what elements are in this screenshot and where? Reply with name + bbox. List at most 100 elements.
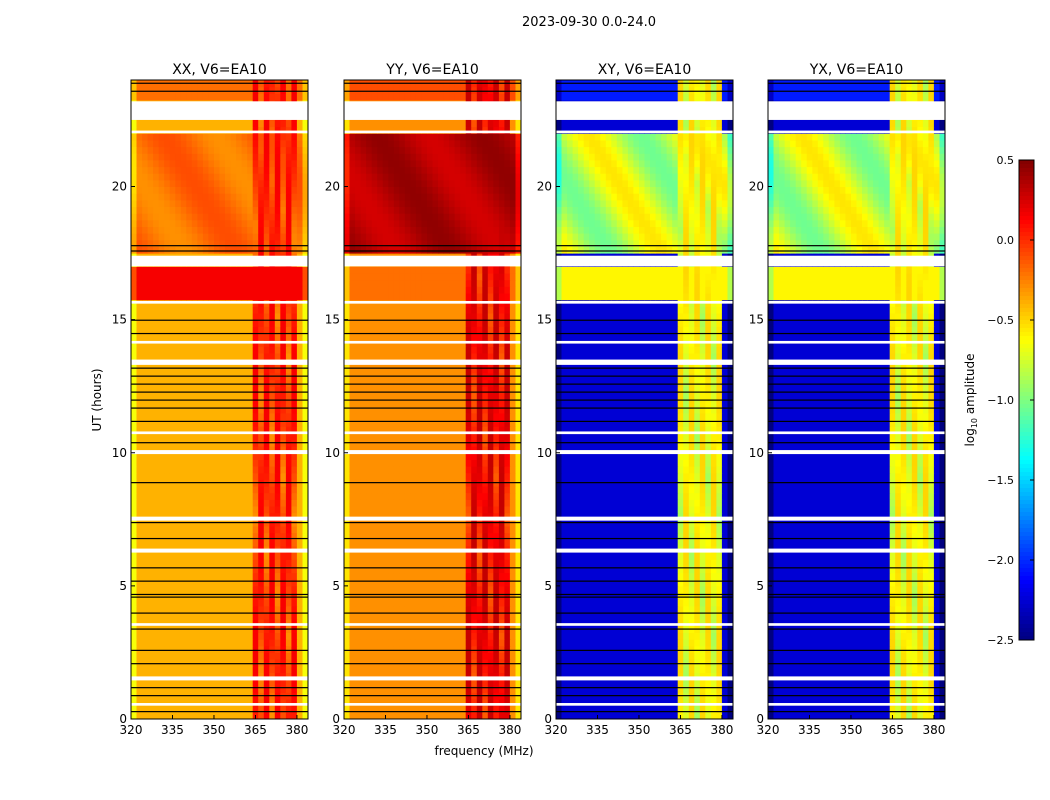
heatmap-cell bbox=[432, 612, 439, 620]
heatmap-cell bbox=[202, 472, 209, 480]
heatmap-cell bbox=[285, 426, 292, 434]
heatmap-cell bbox=[175, 293, 182, 301]
heatmap-cell bbox=[241, 239, 248, 247]
heatmap-cell bbox=[153, 306, 160, 314]
heatmap-cell bbox=[142, 193, 149, 201]
heatmap-cell bbox=[214, 585, 220, 594]
heatmap-cell bbox=[504, 652, 511, 660]
heatmap-cell bbox=[302, 179, 309, 187]
heatmap-cell bbox=[247, 239, 254, 247]
heatmap-cell bbox=[274, 466, 281, 474]
heatmap-cell bbox=[208, 699, 215, 707]
heatmap-cell bbox=[302, 126, 309, 134]
heatmap-cell bbox=[443, 592, 450, 600]
heatmap-cell bbox=[225, 605, 231, 613]
heatmap-cell bbox=[236, 492, 243, 500]
heatmap-cell bbox=[214, 133, 220, 141]
heatmap-cell bbox=[269, 419, 276, 427]
heatmap-cell bbox=[482, 679, 489, 687]
heatmap-cell bbox=[147, 526, 154, 534]
heatmap-cell bbox=[366, 565, 373, 574]
heatmap-cell bbox=[393, 432, 400, 440]
heatmap-cell bbox=[136, 672, 143, 680]
heatmap-cell bbox=[388, 506, 395, 514]
heatmap-cell bbox=[147, 685, 154, 693]
heatmap-cell bbox=[191, 605, 198, 613]
heatmap-cell bbox=[225, 386, 231, 394]
heatmap-cell bbox=[175, 512, 182, 520]
heatmap-cell bbox=[476, 446, 483, 454]
heatmap-cell bbox=[269, 685, 276, 693]
heatmap-cell bbox=[360, 392, 367, 400]
heatmap-cell bbox=[208, 119, 215, 128]
heatmap-cell bbox=[247, 619, 254, 627]
heatmap-cell bbox=[302, 466, 309, 474]
heatmap-cell bbox=[410, 659, 417, 667]
heatmap-cell bbox=[382, 412, 389, 420]
heatmap-cell bbox=[421, 472, 428, 480]
heatmap-cell bbox=[366, 486, 373, 494]
heatmap-cell bbox=[191, 426, 198, 434]
heatmap-cell bbox=[191, 552, 198, 560]
heatmap-cell bbox=[460, 639, 467, 647]
heatmap-cell bbox=[208, 559, 215, 567]
heatmap-cell bbox=[432, 419, 439, 427]
heatmap-cell bbox=[219, 159, 226, 168]
heatmap-cell bbox=[487, 585, 494, 594]
heatmap-cell bbox=[164, 379, 171, 387]
heatmap-cell bbox=[404, 712, 411, 720]
heatmap-cell bbox=[493, 526, 500, 534]
heatmap-cell bbox=[247, 213, 254, 221]
heatmap-cell bbox=[449, 639, 456, 647]
heatmap-cell bbox=[471, 412, 478, 420]
heatmap-cell bbox=[421, 619, 428, 627]
heatmap-cell bbox=[285, 499, 292, 507]
heatmap-cell bbox=[274, 139, 281, 148]
heatmap-cell bbox=[349, 446, 356, 454]
heatmap-cell bbox=[291, 446, 298, 454]
heatmap-cell bbox=[208, 193, 215, 201]
heatmap-cell bbox=[269, 492, 276, 500]
heatmap-cell bbox=[236, 173, 243, 181]
heatmap-cell bbox=[504, 492, 511, 500]
heatmap-cell bbox=[449, 406, 456, 414]
heatmap-cell bbox=[471, 619, 478, 627]
heatmap-cell bbox=[410, 392, 417, 400]
heatmap-cell bbox=[236, 193, 243, 201]
heatmap-cell bbox=[493, 539, 500, 547]
heatmap-cell bbox=[252, 166, 259, 174]
heatmap-cell bbox=[269, 352, 276, 361]
heatmap-cell bbox=[175, 279, 182, 287]
heatmap-cell bbox=[142, 492, 149, 500]
heatmap-cell bbox=[186, 392, 193, 400]
heatmap-cell bbox=[186, 406, 193, 414]
heatmap-cell bbox=[236, 605, 243, 613]
heatmap-cell bbox=[164, 352, 171, 361]
heatmap-cell bbox=[285, 406, 292, 414]
heatmap-cell bbox=[349, 679, 356, 687]
heatmap-cell bbox=[443, 386, 450, 394]
heatmap-cell bbox=[175, 432, 182, 440]
heatmap-cell bbox=[460, 685, 467, 693]
heatmap-cell bbox=[296, 219, 303, 227]
heatmap-cell bbox=[427, 459, 433, 467]
heatmap-cell bbox=[208, 159, 215, 168]
heatmap-cell bbox=[147, 226, 154, 234]
heatmap-cell bbox=[208, 406, 215, 414]
heatmap-cell bbox=[236, 386, 243, 394]
heatmap-cell bbox=[280, 366, 287, 374]
heatmap-cell bbox=[158, 672, 165, 680]
heatmap-cell bbox=[236, 159, 243, 168]
flagged-band-white bbox=[131, 130, 308, 134]
heatmap-cell bbox=[197, 492, 204, 500]
heatmap-cell bbox=[258, 645, 265, 653]
heatmap-cell bbox=[147, 506, 154, 514]
heatmap-cell bbox=[175, 266, 182, 274]
heatmap-cell bbox=[285, 266, 292, 274]
heatmap-cell bbox=[404, 639, 411, 647]
heatmap-cell bbox=[291, 406, 298, 414]
heatmap-cell bbox=[366, 506, 373, 514]
heatmap-cell bbox=[355, 632, 362, 640]
heatmap-cell bbox=[202, 559, 209, 567]
heatmap-cell bbox=[349, 632, 356, 640]
